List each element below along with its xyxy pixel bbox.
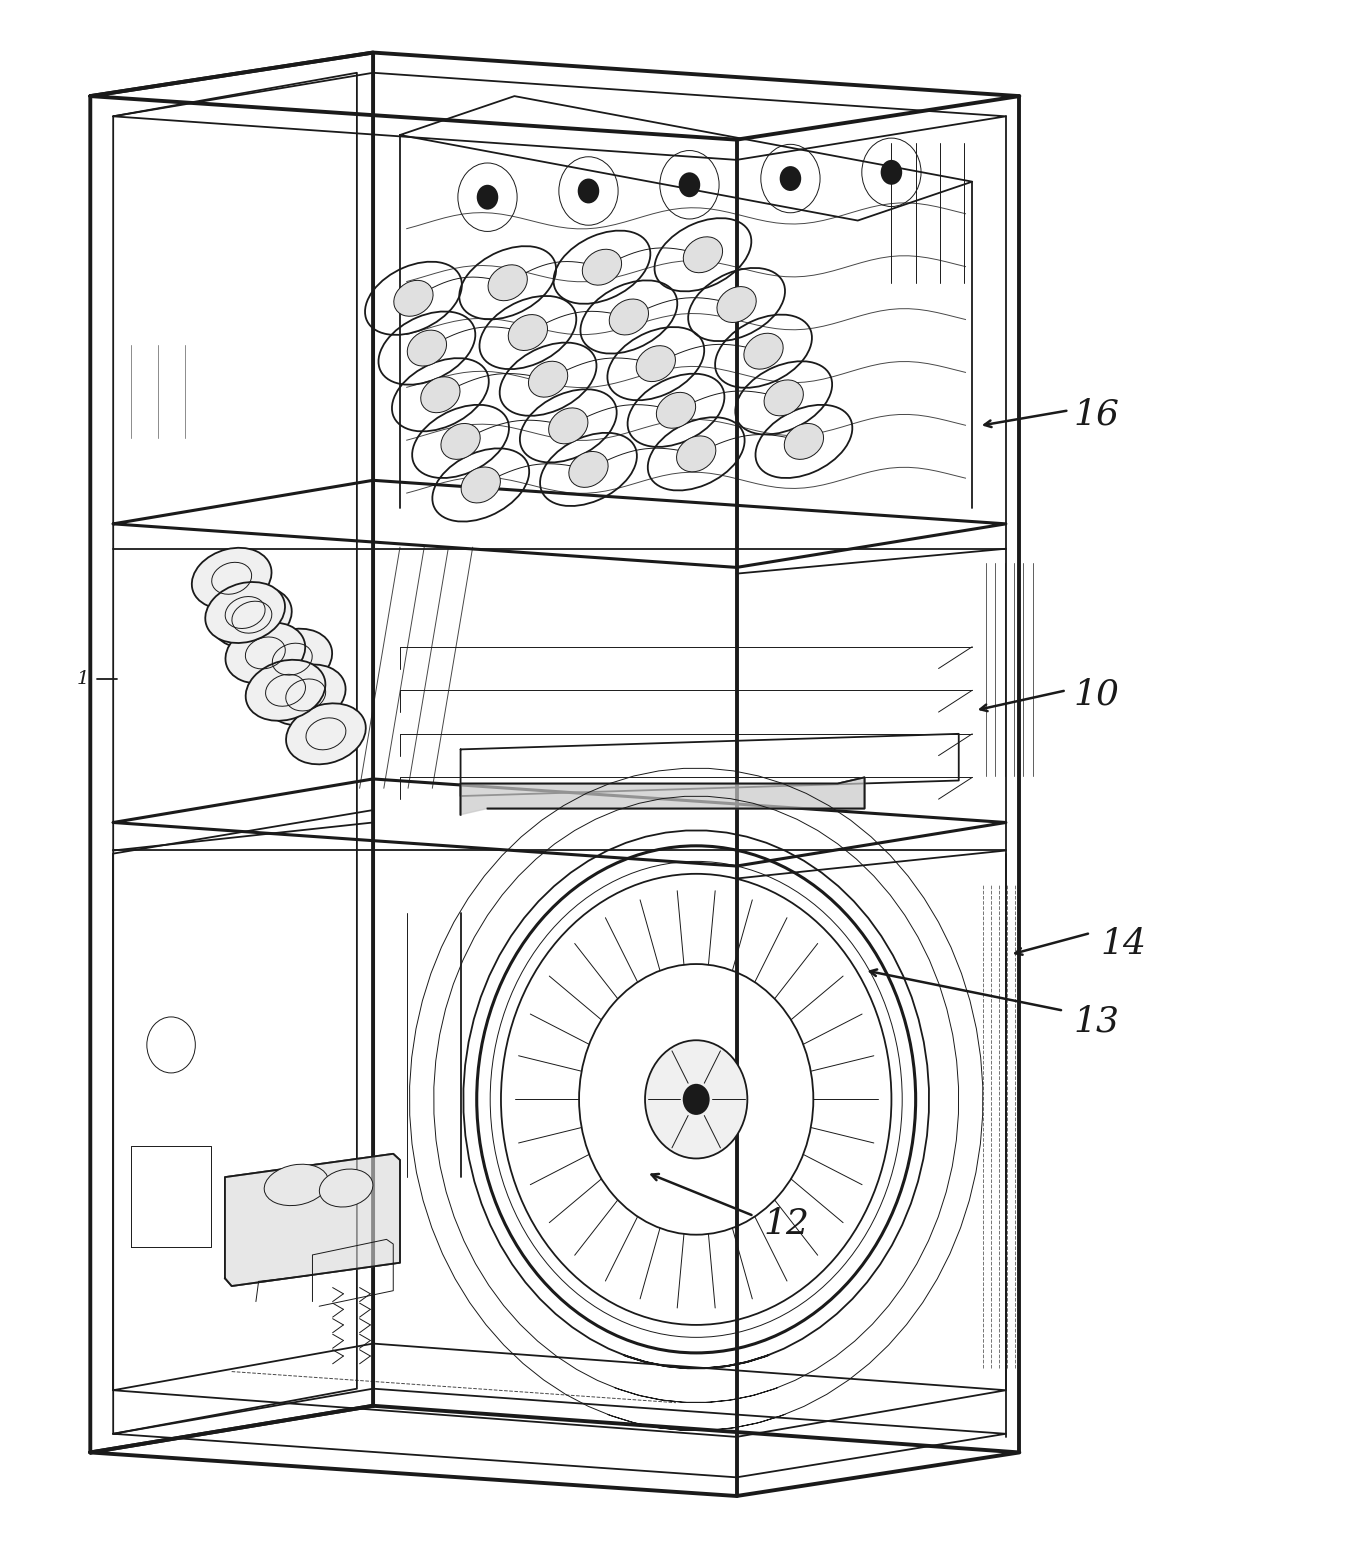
- Polygon shape: [224, 1154, 400, 1286]
- Ellipse shape: [784, 423, 823, 459]
- Circle shape: [577, 178, 599, 203]
- Ellipse shape: [529, 361, 568, 396]
- Text: 10: 10: [1073, 677, 1119, 712]
- Ellipse shape: [319, 1169, 373, 1207]
- Circle shape: [477, 184, 499, 209]
- Circle shape: [880, 159, 902, 184]
- Circle shape: [780, 165, 802, 190]
- Ellipse shape: [192, 548, 272, 609]
- Circle shape: [645, 1040, 748, 1158]
- Text: 16: 16: [1073, 398, 1119, 432]
- Ellipse shape: [253, 629, 333, 690]
- Ellipse shape: [287, 704, 366, 765]
- Ellipse shape: [610, 300, 649, 336]
- Ellipse shape: [393, 281, 433, 317]
- Ellipse shape: [246, 660, 326, 721]
- Ellipse shape: [420, 376, 460, 412]
- Ellipse shape: [407, 329, 446, 365]
- Ellipse shape: [717, 287, 756, 323]
- Text: 1: 1: [77, 670, 89, 688]
- Ellipse shape: [676, 436, 715, 471]
- Ellipse shape: [549, 407, 588, 443]
- Ellipse shape: [212, 587, 292, 648]
- Ellipse shape: [764, 379, 803, 415]
- Text: 14: 14: [1101, 927, 1146, 962]
- Ellipse shape: [206, 582, 285, 643]
- Circle shape: [683, 1083, 710, 1115]
- Ellipse shape: [744, 332, 783, 368]
- Ellipse shape: [508, 315, 548, 351]
- Polygon shape: [461, 777, 864, 815]
- Ellipse shape: [226, 623, 306, 684]
- Ellipse shape: [683, 237, 722, 273]
- Ellipse shape: [461, 467, 500, 503]
- Ellipse shape: [441, 423, 480, 459]
- Circle shape: [679, 172, 700, 197]
- Ellipse shape: [656, 392, 696, 428]
- Ellipse shape: [583, 250, 622, 286]
- Ellipse shape: [266, 665, 346, 726]
- Ellipse shape: [488, 265, 527, 301]
- Ellipse shape: [569, 451, 608, 487]
- Text: 13: 13: [1073, 1005, 1119, 1038]
- Ellipse shape: [637, 345, 676, 381]
- Ellipse shape: [264, 1165, 329, 1205]
- Text: 12: 12: [764, 1207, 810, 1241]
